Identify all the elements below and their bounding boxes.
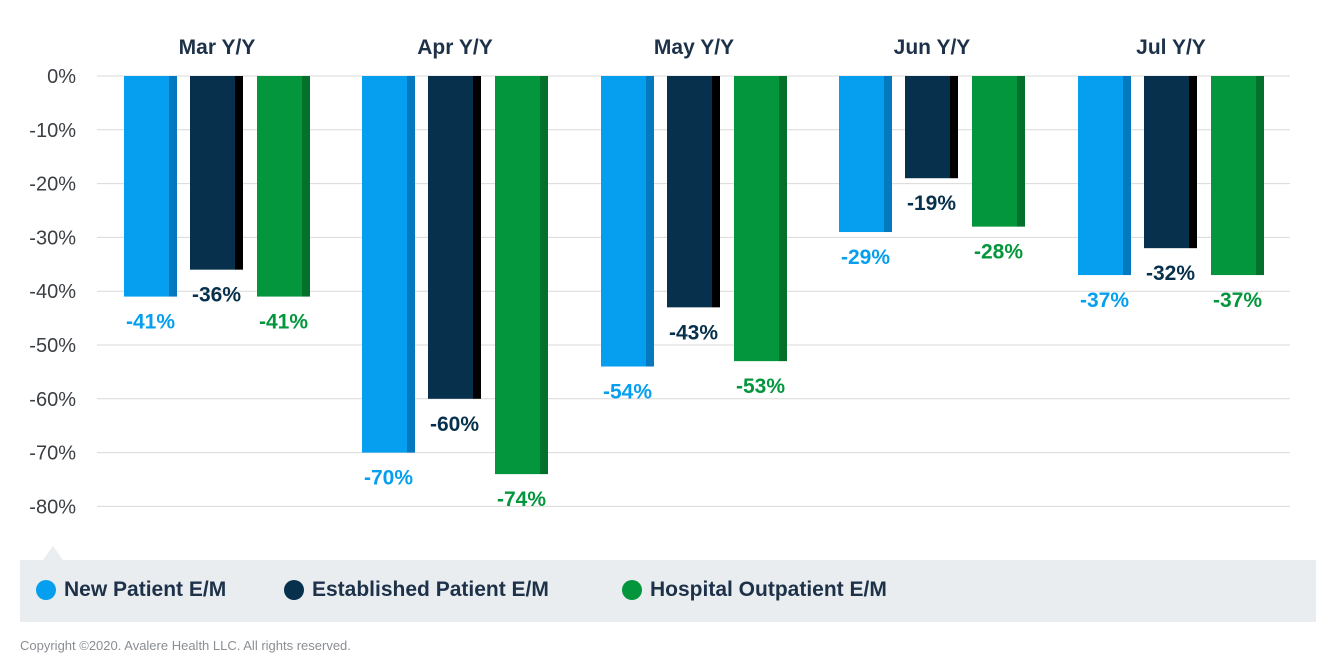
bar xyxy=(362,76,407,453)
bar xyxy=(1211,76,1256,276)
legend: New Patient E/M Established Patient E/M … xyxy=(20,560,1316,622)
bar-shade xyxy=(1189,76,1197,249)
legend-item-established-patient: Established Patient E/M xyxy=(284,578,549,602)
bar-shade xyxy=(779,76,787,362)
legend-dot-icon xyxy=(284,580,304,600)
bar-shade xyxy=(235,76,243,270)
bar-shade xyxy=(950,76,958,179)
data-label: -37% xyxy=(1213,289,1262,312)
bar-shade xyxy=(473,76,481,399)
y-tick-label: -80% xyxy=(29,496,76,518)
y-tick-label: 0% xyxy=(47,66,76,88)
bar xyxy=(905,76,950,179)
legend-dot-icon xyxy=(622,580,642,600)
data-label: -74% xyxy=(497,488,546,511)
bar-shade xyxy=(1256,76,1264,276)
bar xyxy=(601,76,646,367)
bar-shade xyxy=(540,76,548,475)
copyright-text: Copyright ©2020. Avalere Health LLC. All… xyxy=(20,638,351,653)
legend-item-hospital-outpatient: Hospital Outpatient E/M xyxy=(622,578,887,602)
category-label: Apr Y/Y xyxy=(417,36,492,59)
legend-label: New Patient E/M xyxy=(64,578,227,601)
bar xyxy=(257,76,302,297)
data-label: -70% xyxy=(364,467,413,490)
legend-item-new-patient: New Patient E/M xyxy=(36,578,226,602)
data-label: -29% xyxy=(841,246,890,269)
bar-shade xyxy=(884,76,892,233)
bar xyxy=(1144,76,1189,249)
data-label: -41% xyxy=(126,311,175,334)
legend-label: Established Patient E/M xyxy=(312,578,549,601)
bar xyxy=(1078,76,1123,276)
y-tick-label: -30% xyxy=(29,227,76,249)
bar-shade xyxy=(1017,76,1025,227)
legend-dot-icon xyxy=(36,580,56,600)
bar-shade xyxy=(169,76,177,297)
category-label: Mar Y/Y xyxy=(179,36,256,59)
bar-chart: 0% -10% -20% -30% -40% -50% -60% -70% -80% Mar Y/… xyxy=(29,36,1290,518)
category-label: Jul Y/Y xyxy=(1136,36,1206,59)
bar xyxy=(124,76,169,297)
data-label: -19% xyxy=(907,192,956,215)
bar xyxy=(839,76,884,233)
bar-shade xyxy=(646,76,654,367)
bar xyxy=(972,76,1017,227)
data-label: -37% xyxy=(1080,289,1129,312)
data-label: -60% xyxy=(430,413,479,436)
y-tick-label: -70% xyxy=(29,443,76,465)
legend-label: Hospital Outpatient E/M xyxy=(650,578,887,601)
bar-shade xyxy=(1123,76,1131,276)
y-tick-label: -60% xyxy=(29,389,76,411)
category-label: Jun Y/Y xyxy=(894,36,971,59)
bar xyxy=(667,76,712,308)
data-label: -41% xyxy=(259,311,308,334)
bar xyxy=(495,76,540,475)
data-label: -43% xyxy=(669,321,718,344)
data-label: -36% xyxy=(192,284,241,307)
y-tick-label: -20% xyxy=(29,174,76,196)
bar xyxy=(734,76,779,362)
y-tick-label: -40% xyxy=(29,281,76,303)
legend-pointer xyxy=(43,546,63,560)
data-label: -53% xyxy=(736,375,785,398)
y-tick-label: -10% xyxy=(29,120,76,142)
y-tick-label: -50% xyxy=(29,335,76,357)
bar-shade xyxy=(302,76,310,297)
bar xyxy=(428,76,473,399)
bar-shade xyxy=(712,76,720,308)
bar-shade xyxy=(407,76,415,453)
data-label: -54% xyxy=(603,381,652,404)
data-label: -32% xyxy=(1146,262,1195,285)
data-label: -28% xyxy=(974,241,1023,264)
bar xyxy=(190,76,235,270)
category-label: May Y/Y xyxy=(654,36,734,59)
